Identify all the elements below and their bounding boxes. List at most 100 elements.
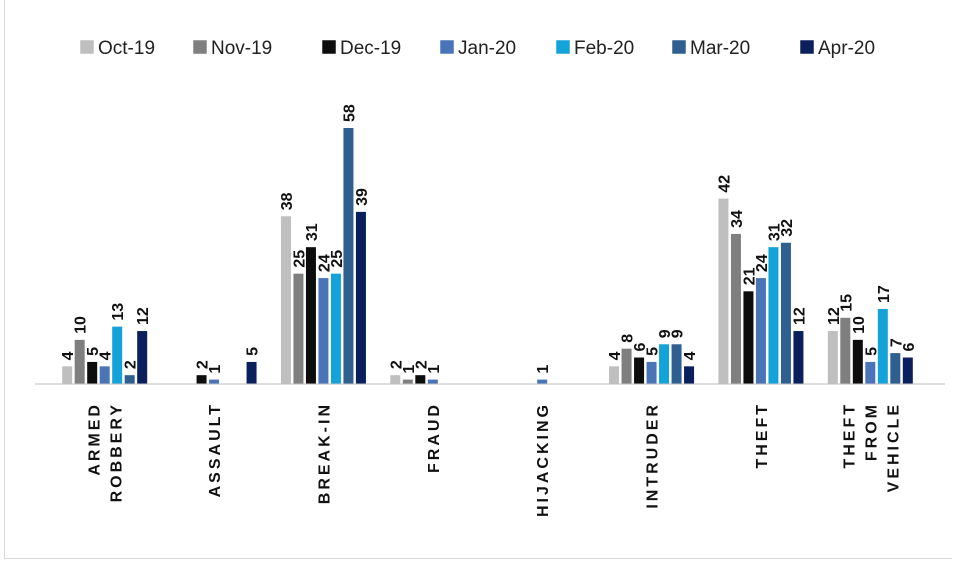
bar <box>768 247 779 384</box>
bar <box>755 278 766 384</box>
data-label: 2 <box>413 360 430 369</box>
legend-swatch <box>799 39 815 55</box>
data-label: 13 <box>110 303 127 321</box>
data-label: 2 <box>388 360 405 369</box>
data-label: 5 <box>85 347 102 356</box>
legend-swatch <box>671 39 687 55</box>
legend-label: Dec-19 <box>340 38 401 59</box>
data-label: 31 <box>766 223 783 241</box>
bar <box>852 339 863 384</box>
data-label: 12 <box>826 307 843 325</box>
data-label: 58 <box>341 104 358 122</box>
data-label: 25 <box>291 250 308 268</box>
category-label: HIJACKING <box>535 402 552 517</box>
data-label: 4 <box>98 351 115 360</box>
bar <box>780 242 791 384</box>
legend-label: Mar-20 <box>690 38 750 59</box>
data-label: 7 <box>888 338 905 347</box>
bar <box>427 379 438 384</box>
bar <box>99 366 110 384</box>
data-label: 10 <box>851 316 868 334</box>
bar <box>890 353 901 384</box>
data-label: 34 <box>729 210 746 228</box>
data-label: 2 <box>123 360 140 369</box>
category-label: INTRUDER <box>645 402 662 509</box>
chart-frame <box>4 0 952 559</box>
data-label: 38 <box>279 192 296 210</box>
bar <box>137 331 148 384</box>
bar <box>402 379 413 384</box>
bar <box>209 379 220 384</box>
data-label: 15 <box>838 294 855 312</box>
data-label: 8 <box>620 334 637 343</box>
bar <box>865 361 876 384</box>
data-label: 5 <box>863 347 880 356</box>
bar <box>877 308 888 384</box>
bars <box>62 128 913 384</box>
bar <box>621 348 632 384</box>
legend-item-nov-19: Nov-19 <box>192 38 272 59</box>
data-label: 32 <box>779 219 796 237</box>
data-label: 24 <box>316 254 333 272</box>
data-label: 21 <box>741 267 758 285</box>
bar <box>415 375 426 384</box>
legend-swatch <box>192 39 208 55</box>
data-label: 4 <box>60 351 77 360</box>
legend-label: Apr-20 <box>818 38 875 59</box>
data-label: 6 <box>901 343 918 352</box>
bar <box>280 216 291 384</box>
bar <box>840 317 851 384</box>
bar <box>634 357 645 384</box>
bar <box>646 361 657 384</box>
legend-label: Oct-19 <box>98 38 155 59</box>
data-label: 1 <box>426 365 443 374</box>
legend: Oct-19 Nov-19 Dec-19 Jan-20 Feb-20 Mar-20 Apr-… <box>79 38 875 59</box>
data-label: 1 <box>401 365 418 374</box>
data-label: 1 <box>207 365 224 374</box>
bar <box>343 128 354 384</box>
legend-swatch <box>321 39 337 55</box>
legend-swatch <box>439 39 455 55</box>
category-label: ASSAULT <box>207 402 224 497</box>
legend-label: Jan-20 <box>458 38 516 59</box>
bar <box>112 326 123 384</box>
data-label: 1 <box>535 365 552 374</box>
data-label: 5 <box>645 347 662 356</box>
legend-item-oct-19: Oct-19 <box>79 38 155 59</box>
data-label: 4 <box>682 351 699 360</box>
data-label: 10 <box>73 316 90 334</box>
data-label: 2 <box>195 360 212 369</box>
bar <box>318 278 329 384</box>
bar <box>793 331 804 384</box>
legend-swatch <box>555 39 571 55</box>
category-label: BREAK-IN <box>316 402 333 504</box>
bar <box>305 247 316 384</box>
bar <box>718 198 729 384</box>
data-label: 4 <box>607 351 624 360</box>
data-label: 5 <box>245 347 262 356</box>
bar <box>609 366 620 384</box>
category-label: THEFT <box>754 402 771 469</box>
data-label: 9 <box>670 329 687 338</box>
category-labels: ARMED ROBBERY ASSAULT BREAK-IN FRAUD HIJACKIN… <box>87 402 903 517</box>
legend-swatch <box>79 39 95 55</box>
bar <box>74 339 85 384</box>
data-label: 6 <box>632 343 649 352</box>
data-label: 31 <box>304 223 321 241</box>
legend-item-apr-20: Apr-20 <box>799 38 875 59</box>
bar <box>537 379 548 384</box>
bar <box>355 211 366 384</box>
legend-item-feb-20: Feb-20 <box>555 38 634 59</box>
bar <box>293 273 304 384</box>
data-label: 17 <box>876 285 893 303</box>
bar <box>62 366 73 384</box>
legend-label: Feb-20 <box>574 38 634 59</box>
data-label: 12 <box>791 307 808 325</box>
data-label: 12 <box>135 307 152 325</box>
bar <box>124 375 135 384</box>
bar <box>330 273 341 384</box>
bar <box>87 361 98 384</box>
bar <box>743 291 754 384</box>
